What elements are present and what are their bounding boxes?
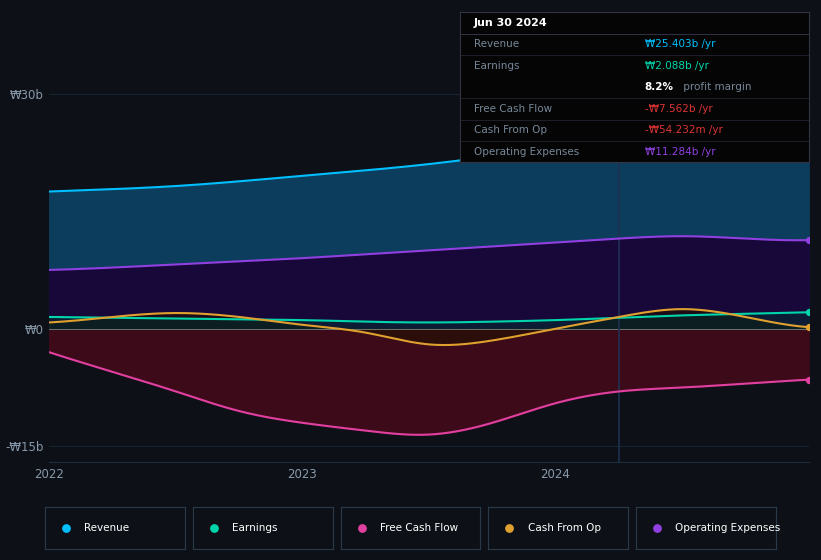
Text: Operating Expenses: Operating Expenses <box>474 147 579 157</box>
Text: ₩25.403b /yr: ₩25.403b /yr <box>644 39 715 49</box>
Text: Operating Expenses: Operating Expenses <box>676 523 781 533</box>
Point <box>802 236 815 245</box>
Point <box>651 523 664 532</box>
Text: Earnings: Earnings <box>232 523 277 533</box>
Text: Free Cash Flow: Free Cash Flow <box>474 104 552 114</box>
Text: ₩2.088b /yr: ₩2.088b /yr <box>644 61 709 71</box>
Point <box>802 375 815 384</box>
Point <box>355 523 368 532</box>
Text: Cash From Op: Cash From Op <box>474 125 547 136</box>
Point <box>802 308 815 317</box>
Text: Jun 30 2024: Jun 30 2024 <box>474 18 548 28</box>
Text: -₩54.232m /yr: -₩54.232m /yr <box>644 125 722 136</box>
Text: Free Cash Flow: Free Cash Flow <box>380 523 458 533</box>
Text: Revenue: Revenue <box>474 39 519 49</box>
Point <box>207 523 220 532</box>
Point <box>502 523 516 532</box>
Text: Cash From Op: Cash From Op <box>528 523 601 533</box>
Text: -₩7.562b /yr: -₩7.562b /yr <box>644 104 713 114</box>
Text: profit margin: profit margin <box>680 82 751 92</box>
Point <box>802 323 815 332</box>
Point <box>802 120 815 129</box>
Text: ₩11.284b /yr: ₩11.284b /yr <box>644 147 715 157</box>
Point <box>59 523 72 532</box>
Text: 8.2%: 8.2% <box>644 82 674 92</box>
Text: Revenue: Revenue <box>85 523 130 533</box>
Text: Earnings: Earnings <box>474 61 519 71</box>
